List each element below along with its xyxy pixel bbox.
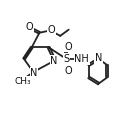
Text: N: N: [30, 68, 38, 78]
Text: O: O: [26, 22, 33, 32]
Text: O: O: [48, 25, 56, 35]
Text: N: N: [95, 53, 102, 63]
Text: O: O: [65, 66, 72, 76]
Text: N: N: [50, 56, 58, 66]
Text: O: O: [65, 42, 72, 52]
Text: S: S: [63, 54, 69, 64]
Text: NH: NH: [74, 54, 89, 64]
Text: CH₃: CH₃: [15, 77, 32, 86]
